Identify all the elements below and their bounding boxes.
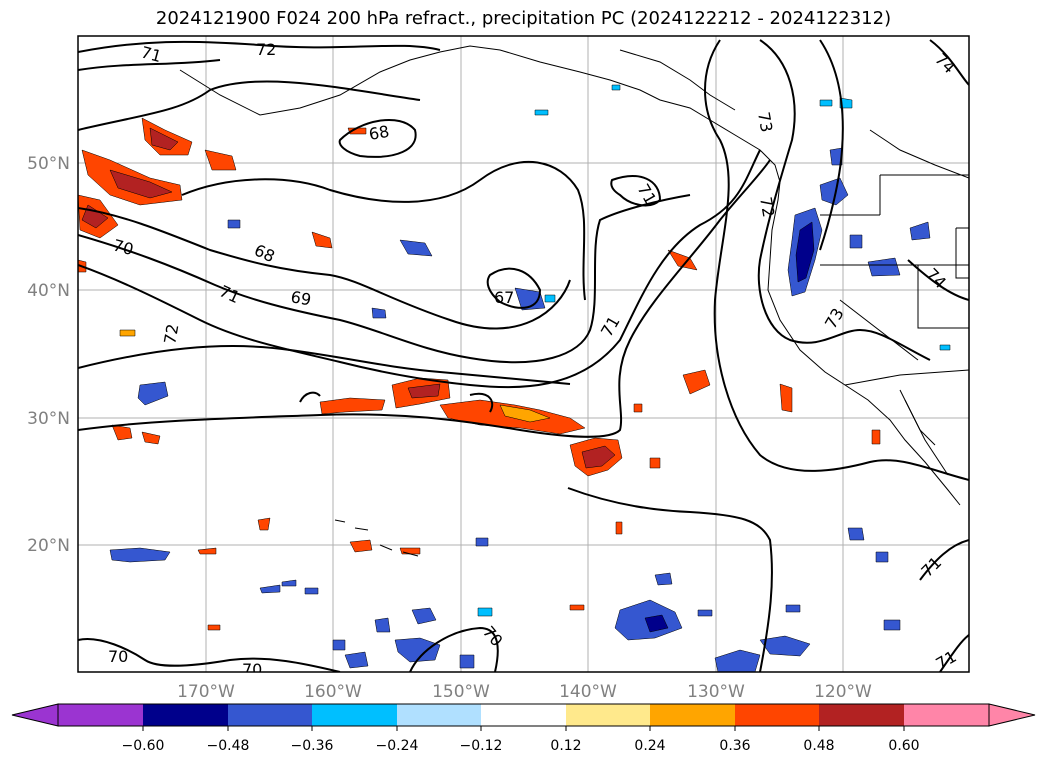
- colorbar-tick-label: −0.48: [207, 738, 250, 754]
- colorbar-max-extension: [988, 703, 1036, 727]
- contour-label: 72: [756, 195, 778, 218]
- colorbar: −0.60 −0.48 −0.36 −0.24 −0.12 0.12 0.24 …: [11, 703, 1036, 754]
- colorbar-tick-label: −0.12: [460, 738, 503, 754]
- lon-tick-label: 150°W: [432, 682, 490, 702]
- colorbar-segment: [228, 704, 312, 726]
- lon-tick-label: 140°W: [559, 682, 617, 702]
- colorbar-tick-label: 0.36: [719, 738, 750, 754]
- lat-tick-label: 50°N: [27, 154, 70, 174]
- contour-label: 71: [139, 43, 164, 67]
- colorbar-segment: [481, 704, 566, 726]
- contour-labels: 71 72 74 68 73 71 72 70 68 71 69 67 71 7…: [108, 40, 960, 679]
- lon-tick-label: 120°W: [814, 682, 872, 702]
- colorbar-tick-label: 0.48: [803, 738, 834, 754]
- colorbar-segment: [819, 704, 904, 726]
- contour-label: 72: [160, 322, 182, 345]
- latitude-labels: 50°N 40°N 30°N 20°N: [27, 154, 70, 556]
- contour-label: 73: [754, 110, 776, 133]
- colorbar-tick-label: −0.24: [376, 738, 419, 754]
- lat-tick-label: 20°N: [27, 536, 70, 556]
- contour-label: 68: [367, 122, 390, 144]
- contour-label: 67: [494, 288, 514, 307]
- precip-positive-areas: [78, 117, 881, 631]
- colorbar-segment: [904, 704, 989, 726]
- contour-label: 70: [108, 647, 128, 666]
- contour-label: 69: [289, 287, 312, 309]
- colorbar-segment: [566, 704, 650, 726]
- lon-tick-label: 170°W: [177, 682, 235, 702]
- contour-label: 72: [256, 40, 276, 59]
- colorbar-tick-label: −0.36: [291, 738, 334, 754]
- map-background: [78, 36, 969, 672]
- map-content: 71 72 74 68 73 71 72 70 68 71 69 67 71 7…: [78, 36, 969, 679]
- colorbar-segment: [143, 704, 228, 726]
- longitude-labels: 170°W 160°W 150°W 140°W 130°W 120°W: [177, 682, 872, 702]
- refractivity-contours: [78, 39, 969, 672]
- lon-tick-label: 160°W: [304, 682, 362, 702]
- lat-tick-label: 40°N: [27, 281, 70, 301]
- colorbar-segment: [735, 704, 819, 726]
- precip-negative-areas: [109, 84, 951, 672]
- colorbar-tick-label: 0.12: [550, 738, 581, 754]
- colorbar-min-extension: [11, 703, 59, 727]
- chart-title: 2024121900 F024 200 hPa refract., precip…: [155, 8, 892, 29]
- map-frame: [77, 35, 970, 673]
- colorbar-segment: [58, 704, 143, 726]
- colorbar-segment: [397, 704, 481, 726]
- lat-tick-label: 30°N: [27, 409, 70, 429]
- colorbar-tick-label: 0.60: [888, 738, 919, 754]
- colorbar-tick-label: −0.60: [122, 738, 165, 754]
- contour-label: 70: [242, 660, 262, 679]
- colorbar-tick-label: 0.24: [634, 738, 665, 754]
- contour-label: 70: [111, 236, 136, 260]
- lon-tick-label: 130°W: [687, 682, 745, 702]
- coastlines: [179, 45, 969, 557]
- colorbar-segment: [650, 704, 735, 726]
- colorbar-segment: [312, 704, 397, 726]
